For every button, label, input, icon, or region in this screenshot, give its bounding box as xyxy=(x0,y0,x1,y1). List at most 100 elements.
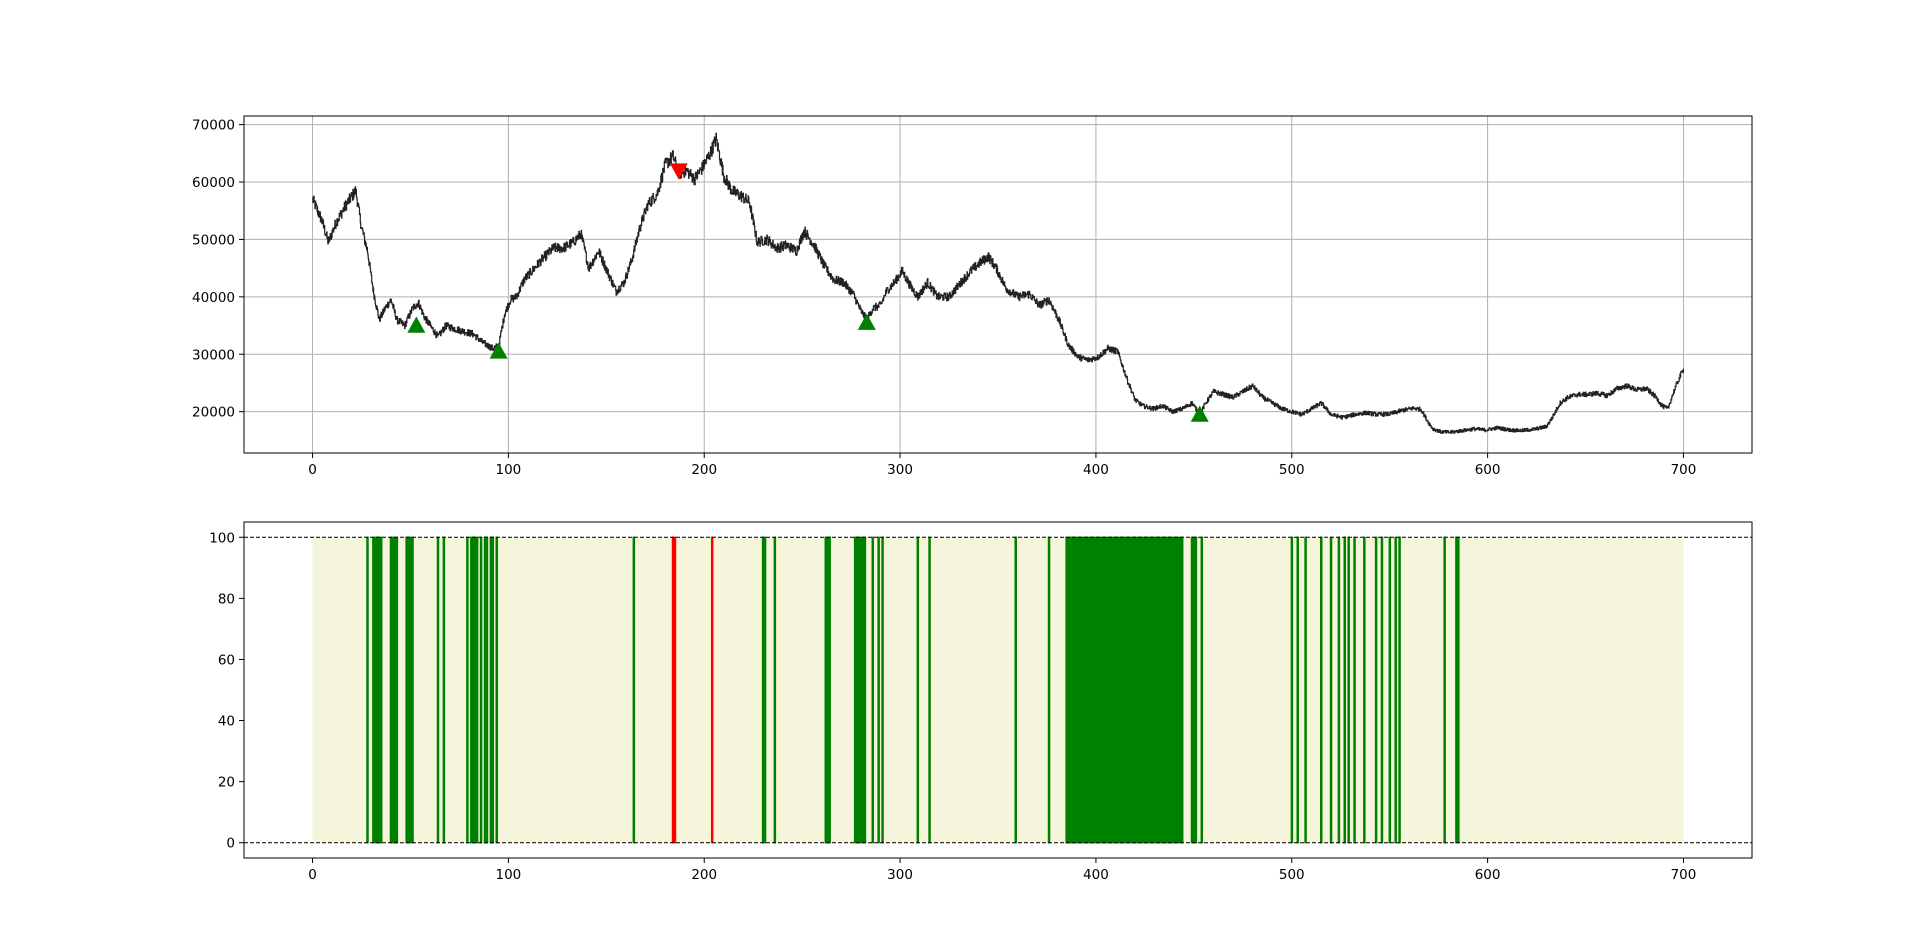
indicator-background-span xyxy=(312,537,1684,843)
green-bar xyxy=(393,536,397,844)
green-bar xyxy=(1347,536,1350,844)
green-bar-cluster xyxy=(1066,537,1183,843)
green-bar xyxy=(1192,536,1196,844)
green-bar xyxy=(1343,536,1347,844)
green-bar xyxy=(1320,536,1323,844)
y-tick-label: 40000 xyxy=(192,290,235,306)
x-tick-label: 600 xyxy=(1475,462,1501,478)
x-tick-label: 0 xyxy=(308,462,317,478)
indicator-chart-x-ticks: 0 100 200 300 400 500 600 700 xyxy=(308,858,1696,883)
buy-marker xyxy=(407,316,426,333)
green-bar xyxy=(1337,536,1341,844)
green-bar xyxy=(466,536,469,844)
green-bar xyxy=(376,536,379,844)
x-tick-label: 600 xyxy=(1475,867,1501,883)
indicator-chart-panel: 0 100 200 300 400 500 600 700 0 20 40 60 80 100 xyxy=(209,521,1753,883)
buy-marker xyxy=(489,342,508,359)
x-tick-label: 200 xyxy=(691,462,717,478)
red-bar xyxy=(671,536,675,844)
green-bar xyxy=(916,536,920,844)
indicator-chart-frame xyxy=(243,521,1753,859)
green-bar xyxy=(470,536,473,844)
y-tick-label: 70000 xyxy=(192,118,235,134)
green-bar xyxy=(1388,536,1392,844)
price-line xyxy=(312,132,1685,434)
green-bar xyxy=(395,536,399,844)
price-line-series xyxy=(312,132,1685,434)
green-bar xyxy=(374,536,377,844)
x-tick-label: 100 xyxy=(495,462,521,478)
x-tick-label: 100 xyxy=(495,867,521,883)
green-bar xyxy=(632,536,636,844)
green-bar xyxy=(1304,536,1307,844)
red-bar xyxy=(710,536,714,844)
green-bar xyxy=(1443,536,1446,844)
green-bar xyxy=(442,536,446,844)
green-bar xyxy=(485,536,489,844)
red-bar xyxy=(673,536,677,844)
green-bar xyxy=(483,536,487,844)
y-tick-label: 60000 xyxy=(192,175,235,191)
green-bar xyxy=(1394,536,1397,844)
price-chart-gridlines xyxy=(244,116,1752,453)
green-bar xyxy=(372,536,375,844)
green-bar xyxy=(1398,536,1401,844)
y-tick-label: 80 xyxy=(218,591,235,607)
buy-marker xyxy=(857,313,876,330)
green-bar xyxy=(1014,536,1017,844)
x-tick-label: 700 xyxy=(1671,462,1697,478)
green-bar xyxy=(826,536,829,844)
green-bar xyxy=(1290,536,1294,844)
green-bar xyxy=(861,536,865,844)
y-tick-label: 40 xyxy=(218,714,235,730)
x-tick-label: 0 xyxy=(308,867,317,883)
trade-signal-markers xyxy=(407,163,1209,422)
green-bar xyxy=(1296,536,1300,844)
green-bar xyxy=(407,536,410,844)
price-chart-frame xyxy=(243,115,1753,454)
y-tick-label: 30000 xyxy=(192,347,235,363)
green-bar xyxy=(1374,536,1378,844)
green-bar xyxy=(1353,536,1356,844)
green-bar xyxy=(1329,536,1333,844)
price-chart-y-ticks: 20000 30000 40000 50000 60000 70000 xyxy=(192,118,244,421)
green-bar xyxy=(409,536,412,844)
x-tick-label: 200 xyxy=(691,867,717,883)
green-bar xyxy=(1380,536,1384,844)
green-bar xyxy=(859,536,863,844)
green-bar xyxy=(857,536,861,844)
green-bar xyxy=(1200,536,1204,844)
green-bar xyxy=(1190,536,1194,844)
green-bar xyxy=(1457,536,1460,844)
price-chart-panel: 0 100 200 300 400 500 600 700 20000 30000 40000 50… xyxy=(192,115,1753,478)
green-bar xyxy=(928,536,931,844)
green-bar xyxy=(366,536,369,844)
green-bar xyxy=(473,536,477,844)
y-tick-label: 20 xyxy=(218,775,235,791)
green-bar xyxy=(881,536,884,844)
green-bar xyxy=(377,536,381,844)
green-bar xyxy=(471,536,475,844)
price-chart-x-ticks: 0 100 200 300 400 500 600 700 xyxy=(308,453,1696,478)
y-tick-label: 0 xyxy=(226,836,235,852)
green-bar xyxy=(763,536,767,844)
green-bar xyxy=(411,536,414,844)
green-bar xyxy=(1363,536,1366,844)
x-tick-label: 300 xyxy=(887,462,913,478)
green-bar xyxy=(761,536,765,844)
indicator-reference-lines xyxy=(244,536,1752,844)
green-bar xyxy=(389,536,393,844)
green-bar xyxy=(828,536,831,844)
green-bar xyxy=(1047,536,1051,844)
y-tick-label: 20000 xyxy=(192,405,235,421)
green-bar xyxy=(436,536,440,844)
sell-marker xyxy=(669,163,688,180)
green-bar xyxy=(489,536,493,844)
buy-marker xyxy=(1190,405,1209,422)
x-tick-label: 400 xyxy=(1083,462,1109,478)
green-bar xyxy=(1194,536,1198,844)
green-bar xyxy=(495,536,498,844)
green-bar xyxy=(475,536,479,844)
green-bar xyxy=(405,536,408,844)
